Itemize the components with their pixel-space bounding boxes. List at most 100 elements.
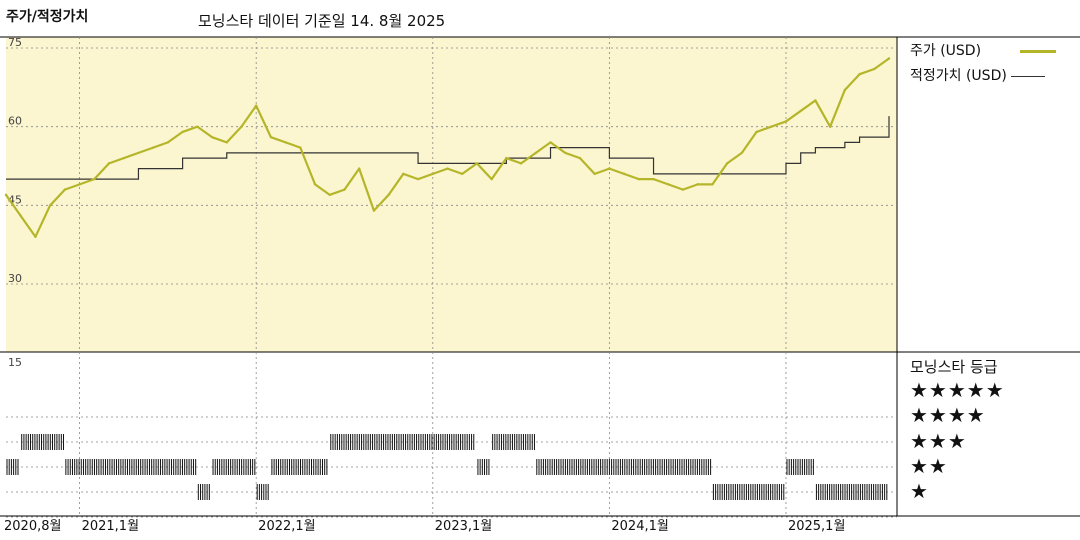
price-point-2023-01 xyxy=(431,172,434,176)
xtick-label-2023-01: 2023,1월 xyxy=(435,519,492,534)
price-point-2022-05 xyxy=(313,183,317,186)
upper-panel-bg xyxy=(6,37,897,352)
price-point-2023-12 xyxy=(593,172,596,176)
rating-bar-2022-02-3star xyxy=(271,459,328,475)
price-point-2024-03 xyxy=(637,177,641,181)
price-point-2025-02 xyxy=(799,109,802,113)
price-point-2023-04 xyxy=(475,162,479,165)
price-point-2022-06 xyxy=(328,193,331,197)
rating-5-stars: ★★★★★ xyxy=(910,378,1005,402)
price-point-2024-04 xyxy=(652,177,655,181)
price-point-2021-05 xyxy=(137,151,140,155)
rating-1-star: ★ xyxy=(910,479,929,503)
legend-price-label: 주가 (USD) xyxy=(910,43,982,59)
price-point-2024-06 xyxy=(681,188,685,191)
price-point-2024-01 xyxy=(608,167,611,170)
price-point-2021-12 xyxy=(240,125,243,128)
price-point-2025-03 xyxy=(814,99,817,102)
xtick-label-2022-01: 2022,1월 xyxy=(258,519,315,534)
price-point-2021-01 xyxy=(78,183,81,186)
price-point-2023-07 xyxy=(519,162,523,165)
price-point-2023-06 xyxy=(505,156,508,160)
price-point-2021-08 xyxy=(181,130,184,134)
legend-price: 주가 (USD) xyxy=(910,40,1056,60)
lower-ytick-label: 15 xyxy=(8,356,22,369)
legend-fair-value: 적정가치 (USD) xyxy=(910,65,1046,85)
rating-bar-2024-08-2star xyxy=(712,484,785,500)
legend-price-swatch xyxy=(1019,49,1056,53)
price-point-2025-01 xyxy=(784,120,788,123)
price-point-2022-03 xyxy=(284,141,287,144)
price-point-2022-10 xyxy=(387,193,390,197)
price-point-2023-11 xyxy=(578,156,582,160)
price-point-2025-06 xyxy=(858,73,861,76)
rating-bar-2021-10-3star xyxy=(212,459,256,475)
price-point-2022-01 xyxy=(254,104,258,107)
price-point-2024-09 xyxy=(725,162,729,165)
price-point-2024-08 xyxy=(711,183,714,186)
fair-value-line xyxy=(6,116,890,180)
legend-fair-value-swatch xyxy=(1011,75,1046,77)
rating-bar-2025-03-2star xyxy=(815,484,888,500)
price-point-2023-08 xyxy=(534,151,537,155)
price-point-2020-11 xyxy=(48,204,52,207)
price-point-2024-05 xyxy=(667,183,670,186)
rating-2-stars: ★★ xyxy=(910,454,948,478)
ratings-title: 모닝스타 등급 xyxy=(910,358,998,376)
price-point-2025-04 xyxy=(828,125,832,128)
price-point-2022-12 xyxy=(416,177,420,181)
rating-bar-2023-08-3star xyxy=(536,459,712,475)
xtick-label-2020-08: 2020,8월 xyxy=(4,519,61,534)
price-point-2021-07 xyxy=(166,141,170,144)
price-point-2021-11 xyxy=(225,141,228,144)
price-point-2024-10 xyxy=(740,151,744,155)
price-point-2021-03 xyxy=(107,162,111,165)
chart-subtitle: 모닝스타 데이터 기준일 14. 8월 2025 xyxy=(198,12,446,30)
xtick-label-2021-01: 2021,1월 xyxy=(82,519,139,534)
price-point-2023-09 xyxy=(549,141,552,144)
price-point-2021-06 xyxy=(151,146,155,149)
xtick-label-2024-01: 2024,1월 xyxy=(611,519,668,534)
rating-bar-2022-06-4star xyxy=(330,434,475,450)
rating-bar-2025-01-3star xyxy=(786,459,814,475)
ytick-label-75: 75 xyxy=(8,36,22,49)
price-point-2024-07 xyxy=(696,183,699,186)
price-point-2023-03 xyxy=(461,172,464,176)
price-point-2023-10 xyxy=(564,151,567,155)
price-point-2020-10 xyxy=(34,235,37,238)
rating-bar-2020-08-3star xyxy=(6,459,19,475)
price-point-2023-05 xyxy=(490,177,493,181)
rating-bar-2020-12-3star xyxy=(65,459,197,475)
ytick-label-30: 30 xyxy=(8,272,22,285)
ytick-label-60: 60 xyxy=(8,115,22,128)
price-point-2022-08 xyxy=(358,167,361,170)
price-point-2025-05 xyxy=(843,88,847,92)
price-point-2021-09 xyxy=(196,125,199,128)
chart-title: 주가/적정가치 xyxy=(6,9,89,25)
price-point-2025-07 xyxy=(873,67,876,71)
rating-bar-2023-05-4star xyxy=(492,434,535,450)
legend-fair-value-label: 적정가치 (USD) xyxy=(910,68,1007,84)
rating-3-stars: ★★★ xyxy=(910,429,967,453)
price-point-2022-11 xyxy=(402,172,405,176)
price-point-2020-12 xyxy=(63,188,67,191)
price-point-2024-12 xyxy=(770,125,773,128)
price-point-2022-04 xyxy=(299,146,302,149)
price-point-2021-10 xyxy=(210,135,214,139)
price-point-2023-02 xyxy=(446,167,449,170)
price-point-2020-08 xyxy=(4,193,8,197)
price-point-2022-02 xyxy=(269,135,273,139)
xtick-label-2025-01: 2025,1월 xyxy=(788,519,845,534)
price-point-2020-09 xyxy=(19,214,22,218)
rating-bar-2020-09-4star xyxy=(21,434,65,450)
price-point-2024-11 xyxy=(755,130,758,134)
rating-4-stars: ★★★★ xyxy=(910,403,986,427)
rating-bar-2023-04-3star xyxy=(477,459,490,475)
rating-bar-2021-09-2star xyxy=(197,484,210,500)
price-point-2024-02 xyxy=(622,172,626,176)
price-point-2022-09 xyxy=(372,209,376,212)
rating-bar-2022-01-2star xyxy=(256,484,269,500)
price-point-2021-02 xyxy=(93,177,96,181)
price-point-2025-08 xyxy=(887,57,891,60)
